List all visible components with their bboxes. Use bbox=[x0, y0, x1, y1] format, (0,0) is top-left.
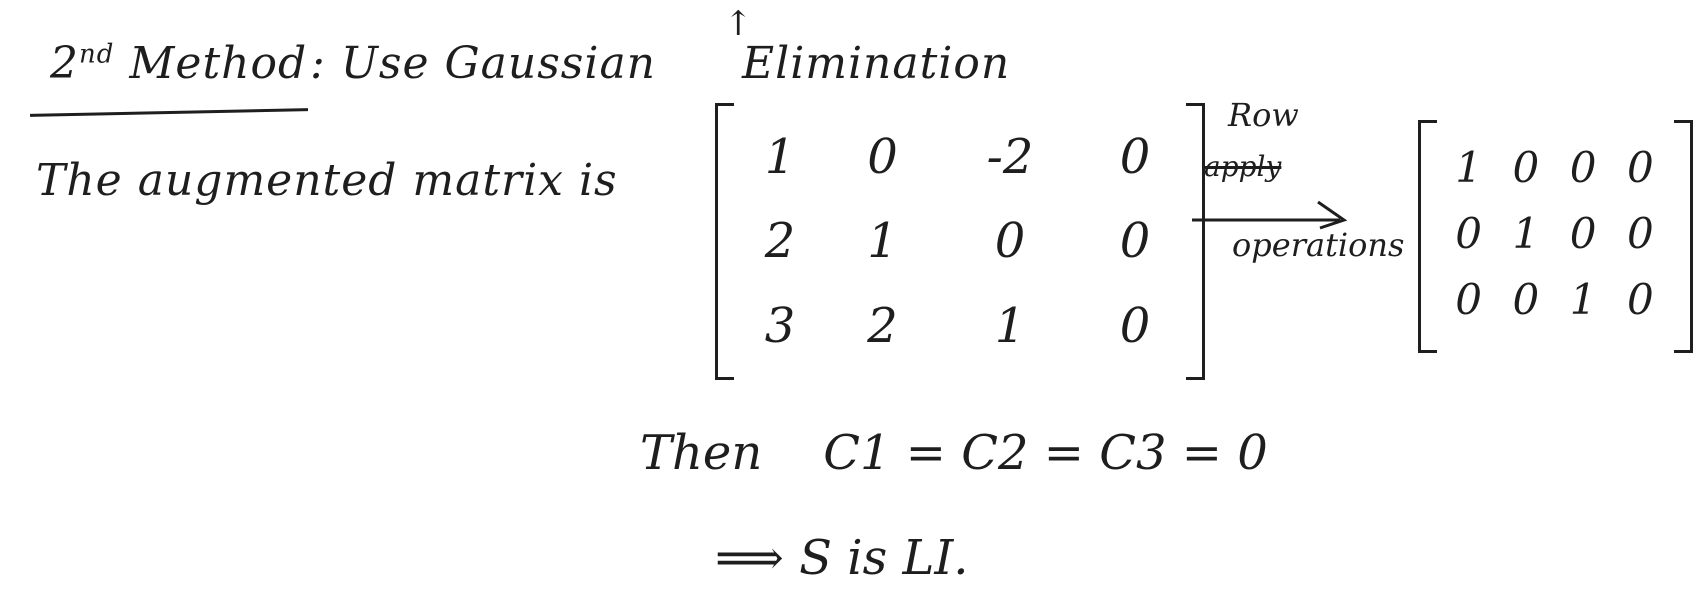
insert-caret-icon: ↑ bbox=[724, 4, 753, 44]
heading-colon: : Use Gaussian bbox=[310, 38, 656, 89]
conclusion-constants-zero: Then C1 = C2 = C3 = 0 bbox=[640, 425, 1268, 481]
augmented-matrix: 1 0 -2 0 2 1 0 0 3 2 1 0 bbox=[715, 103, 1205, 380]
matrix-cell: 0 bbox=[1512, 142, 1540, 192]
reduced-matrix-grid: 1 0 0 0 0 1 0 0 0 0 1 0 bbox=[1440, 134, 1669, 333]
left-bracket bbox=[1418, 120, 1437, 353]
matrix-cell: 0 bbox=[1455, 208, 1482, 258]
matrix-cell: 1 bbox=[1569, 275, 1597, 325]
right-bracket bbox=[1186, 103, 1205, 380]
matrix-cell: 3 bbox=[764, 297, 796, 354]
matrix-cell: 0 bbox=[1569, 142, 1597, 192]
matrix-cell: 0 bbox=[1569, 208, 1597, 258]
heading-superscript: nd bbox=[79, 39, 115, 70]
heading-underline bbox=[29, 108, 309, 117]
heading-ordinal: 2 bbox=[50, 38, 79, 89]
implication-linearly-independent: ⟹ S is LI. bbox=[715, 530, 969, 586]
matrix-cell: 1 bbox=[994, 297, 1026, 354]
heading-elimination: Elimination bbox=[742, 38, 1011, 89]
left-bracket bbox=[715, 103, 734, 380]
matrix-cell: 0 bbox=[1627, 208, 1654, 258]
heading-method: 2nd Method bbox=[50, 38, 307, 89]
matrix-cell: 0 bbox=[994, 213, 1026, 270]
augmented-matrix-grid: 1 0 -2 0 2 1 0 0 3 2 1 0 bbox=[735, 115, 1175, 368]
matrix-cell: 2 bbox=[867, 297, 898, 354]
matrix-cell: 0 bbox=[867, 129, 898, 186]
matrix-cell: 2 bbox=[764, 213, 796, 270]
right-bracket bbox=[1674, 120, 1693, 353]
heading-colon-text: : bbox=[310, 38, 326, 89]
intro-text: The augmented matrix is bbox=[36, 155, 618, 206]
matrix-cell: 1 bbox=[1512, 208, 1540, 258]
matrix-cell: -2 bbox=[986, 129, 1034, 186]
arrow-label-crossed-out: apply bbox=[1204, 150, 1282, 183]
heading-use-gaussian: Use Gaussian bbox=[325, 38, 657, 89]
matrix-cell: 0 bbox=[1119, 129, 1151, 186]
matrix-cell: 1 bbox=[764, 129, 796, 186]
matrix-cell: 0 bbox=[1627, 275, 1654, 325]
matrix-cell: 0 bbox=[1119, 213, 1151, 270]
matrix-cell: 0 bbox=[1119, 297, 1151, 354]
right-arrow-icon bbox=[1192, 200, 1348, 230]
matrix-cell: 0 bbox=[1455, 275, 1482, 325]
matrix-cell: 1 bbox=[867, 213, 898, 270]
matrix-cell: 0 bbox=[1512, 275, 1540, 325]
matrix-cell: 1 bbox=[1455, 142, 1482, 192]
reduced-matrix: 1 0 0 0 0 1 0 0 0 0 1 0 bbox=[1418, 120, 1693, 353]
heading-method-word: Method bbox=[114, 38, 308, 89]
arrow-label-row: Row bbox=[1228, 96, 1299, 134]
arrow-label-operations: operations bbox=[1232, 226, 1405, 264]
matrix-cell: 0 bbox=[1627, 142, 1654, 192]
